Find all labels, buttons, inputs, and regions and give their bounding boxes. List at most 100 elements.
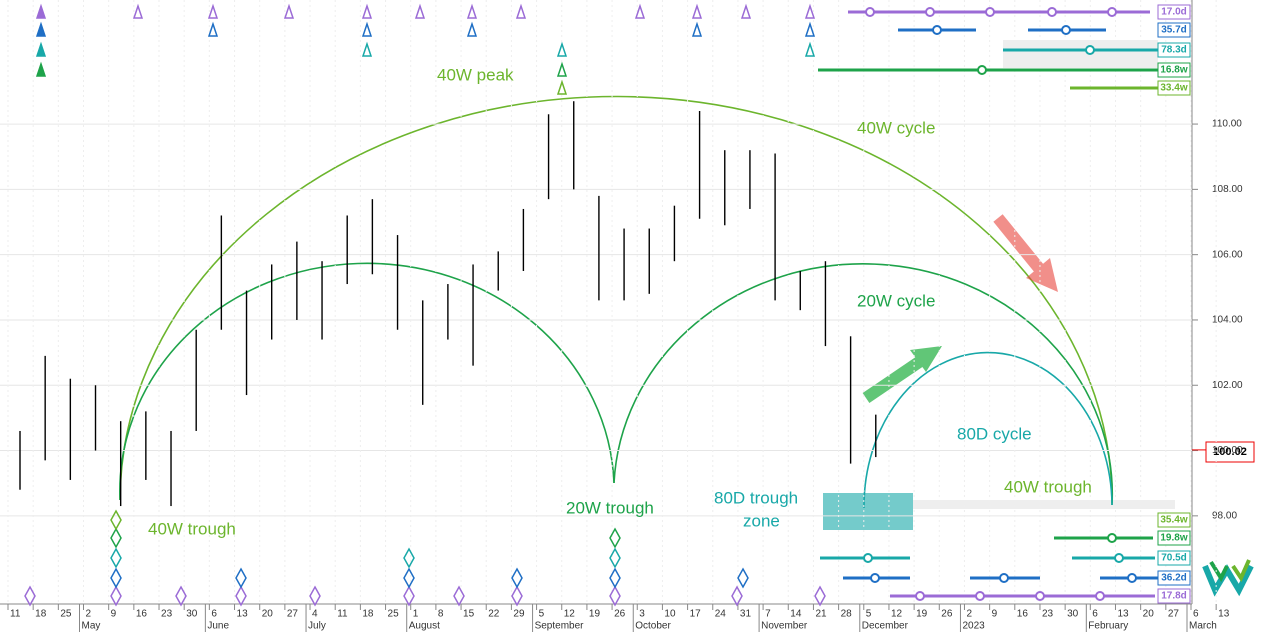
month-label: September [535, 621, 585, 632]
cycle-marker [110, 567, 122, 589]
x-tick-label: 15 [463, 609, 475, 620]
cycle-marker [609, 567, 621, 589]
x-tick-label: 10 [664, 609, 676, 620]
cycle-marker [414, 3, 426, 19]
cycle-marker [110, 527, 122, 549]
x-tick-label: 6 [1193, 609, 1199, 620]
phase-dot [1114, 553, 1124, 563]
x-tick-label: 13 [1218, 609, 1230, 620]
cycle-marker [737, 567, 749, 589]
cycle-marker [35, 3, 47, 19]
x-tick-label: 22 [488, 609, 500, 620]
cycle-marker [556, 41, 568, 57]
cycle-marker [24, 585, 36, 607]
month-label: 2023 [962, 621, 985, 632]
x-tick-label: 12 [891, 609, 903, 620]
y-tick-label: 106.00 [1212, 249, 1243, 260]
phase-dot [865, 7, 875, 17]
x-tick-label: 11 [10, 609, 21, 620]
cycle-marker [110, 585, 122, 607]
cycle-marker [283, 3, 295, 19]
x-tick-label: 2 [86, 609, 92, 620]
x-tick-label: 28 [841, 609, 853, 620]
annotation: 40W peak [437, 65, 514, 84]
x-tick-label: 8 [438, 609, 444, 620]
cycle-label: 78.3d [1161, 45, 1187, 56]
x-tick-label: 5 [539, 609, 545, 620]
cycle-label: 17.0d [1161, 7, 1187, 18]
cycle-label-box [1157, 588, 1191, 604]
x-tick-label: 19 [589, 609, 601, 620]
cycle-marker [35, 41, 47, 57]
cycle-marker [691, 3, 703, 19]
x-tick-label: 31 [740, 609, 752, 620]
month-label: December [862, 621, 909, 632]
annotation: 20W cycle [857, 291, 935, 310]
cycle-label: 35.7d [1161, 25, 1187, 36]
cycle-marker [207, 21, 219, 37]
x-tick-label: 11 [337, 609, 348, 620]
month-label: November [761, 621, 808, 632]
cycle-label: 35.4w [1160, 515, 1187, 526]
x-tick-label: 3 [639, 609, 645, 620]
cycle-marker [804, 21, 816, 37]
y-tick-label: 110.00 [1212, 119, 1242, 130]
cycle-marker [466, 21, 478, 37]
y-tick-label: 102.00 [1212, 380, 1243, 391]
annotation: 40W trough [148, 519, 236, 538]
cycle-label: 33.4w [1160, 83, 1187, 94]
last-price-box [1205, 441, 1255, 463]
cycle-label-box [1157, 80, 1191, 96]
phase-dot [1127, 573, 1137, 583]
x-tick-label: 25 [60, 609, 72, 620]
annotation: zone [743, 511, 780, 530]
y-tick-label: 104.00 [1212, 315, 1243, 326]
cycle-marker [609, 527, 621, 549]
x-tick-label: 6 [211, 609, 217, 620]
x-tick-label: 18 [362, 609, 374, 620]
cycle-marker [35, 61, 47, 77]
x-tick-label: 27 [287, 609, 299, 620]
logo [1202, 559, 1254, 597]
x-tick-label: 7 [765, 609, 771, 620]
x-tick-label: 30 [186, 609, 198, 620]
cycle-label-box [1157, 22, 1191, 38]
x-tick-label: 16 [136, 609, 148, 620]
x-tick-label: 25 [388, 609, 400, 620]
cycle-marker [110, 547, 122, 569]
cycle-label: 19.8w [1160, 533, 1187, 544]
cycle-marker [804, 3, 816, 19]
x-tick-label: 13 [1117, 609, 1129, 620]
x-tick-label: 20 [1143, 609, 1155, 620]
last-price-label: 100.02 [1213, 446, 1247, 458]
cycle-marker [511, 567, 523, 589]
annotation: 20W trough [566, 498, 654, 517]
trough-zone [823, 493, 913, 530]
down-arrow [993, 214, 1058, 292]
cycle-marker [403, 585, 415, 607]
annotation: 80D cycle [957, 424, 1032, 443]
cycle-marker [110, 509, 122, 531]
cycle-marker [609, 547, 621, 569]
month-label: March [1189, 621, 1217, 632]
phase-dot [1061, 25, 1071, 35]
cycle-marker [814, 585, 826, 607]
x-tick-label: 23 [1042, 609, 1054, 620]
cycle-marker [511, 585, 523, 607]
cycle-marker [515, 3, 527, 19]
month-label: May [82, 621, 101, 632]
month-label: October [635, 621, 671, 632]
month-label: February [1088, 621, 1128, 632]
y-tick-label: 108.00 [1212, 184, 1243, 195]
month-label: July [308, 621, 326, 632]
cycle-marker [731, 585, 743, 607]
cycle-marker [466, 3, 478, 19]
cycle-marker [309, 585, 321, 607]
y-tick-label: 100.00 [1212, 445, 1243, 456]
x-tick-label: 20 [262, 609, 274, 620]
phase-dot [915, 591, 925, 601]
zone-shade [913, 500, 1175, 509]
phase-dot [1047, 7, 1057, 17]
x-tick-label: 19 [916, 609, 928, 620]
